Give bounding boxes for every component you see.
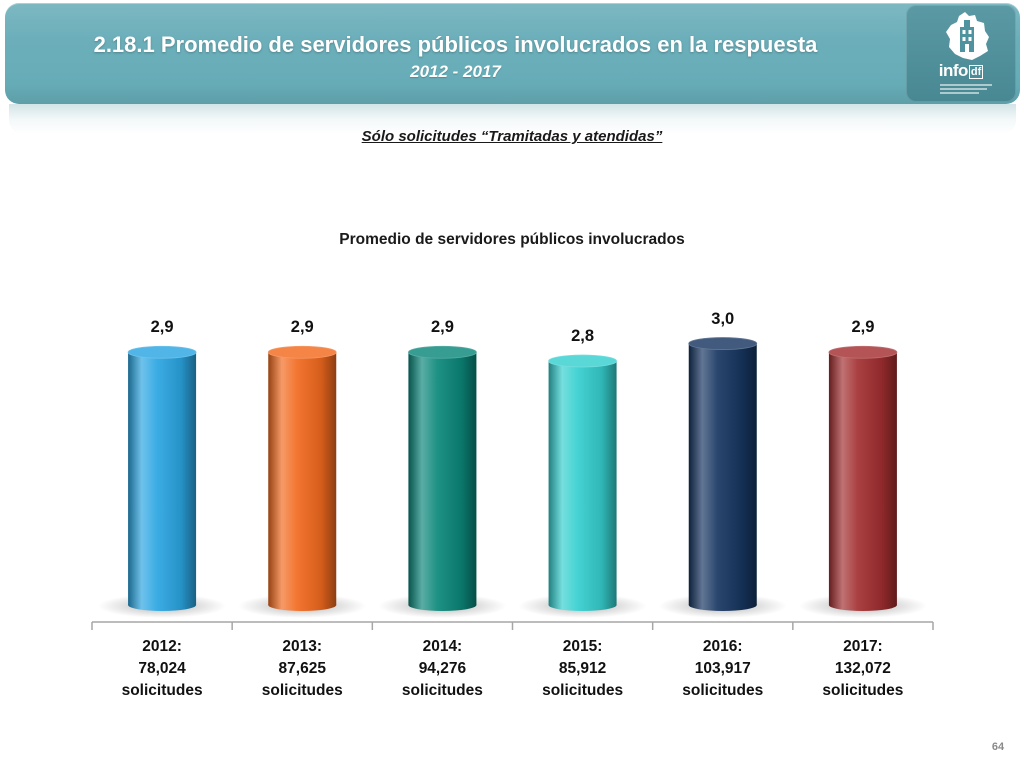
- logo-fineprint: [940, 84, 992, 96]
- data-label-2013: 2,9: [290, 318, 314, 337]
- bar-2016: [688, 337, 758, 611]
- header-banner: 2.18.1 Promedio de servidores públicos i…: [5, 3, 1020, 104]
- logo-fineprint-line: [940, 88, 987, 90]
- bar-2015: [548, 354, 617, 611]
- chart-title: Promedio de servidores públicos involucr…: [339, 231, 685, 248]
- logo-fineprint-line: [940, 84, 992, 86]
- bar-2012: [127, 345, 197, 611]
- bar-2013: [267, 345, 337, 611]
- data-label-2017: 2,9: [851, 318, 875, 337]
- bars: [127, 337, 898, 611]
- data-label-2014: 2,9: [430, 318, 454, 337]
- x-tick-label-2013: 2013: 87,625 solicitudes: [261, 638, 343, 699]
- bar-2014: [408, 345, 477, 611]
- bar-top-cap: [688, 337, 758, 350]
- logo: info df: [906, 5, 1016, 102]
- logo-wordmark-main: info: [938, 61, 969, 80]
- bar-body: [128, 352, 197, 605]
- bar-top-cap: [127, 345, 197, 359]
- bar-2017: [828, 345, 898, 611]
- logo-fineprint-line: [940, 92, 979, 94]
- x-tick-label-2012: 2012: 78,024 solicitudes: [121, 638, 203, 699]
- slide-title: 2.18.1 Promedio de servidores públicos i…: [93, 32, 818, 57]
- bar-top-cap: [828, 345, 898, 359]
- slide-period: 2012 - 2017: [410, 62, 501, 81]
- x-axis-ticks: [91, 622, 934, 630]
- bar-top-cap: [408, 345, 477, 359]
- bar-top-cap: [267, 345, 337, 359]
- data-label-2015: 2,8: [571, 327, 595, 345]
- bar-body: [408, 352, 477, 605]
- bar-body: [828, 352, 897, 605]
- x-tick-label-2015: 2015: 85,912 solicitudes: [542, 638, 624, 699]
- data-label-2012: 2,9: [150, 318, 174, 337]
- page-number: 64: [991, 741, 1005, 753]
- header-reflection: [9, 104, 1016, 134]
- bar-body: [548, 361, 617, 605]
- filter-note: Sólo solicitudes “Tramitadas y atendidas…: [361, 128, 663, 145]
- logo-wordmark-suffix: df: [968, 65, 984, 79]
- x-tick-label-2017: 2017: 132,072 solicitudes: [822, 638, 904, 699]
- bar-top-cap: [548, 354, 617, 368]
- x-tick-label-2014: 2014: 94,276 solicitudes: [401, 638, 483, 699]
- building-emblem-icon: [946, 12, 989, 60]
- bar-body: [268, 352, 337, 605]
- logo-wordmark: info df: [906, 61, 1016, 81]
- x-tick-label-2016: 2016: 103,917 solicitudes: [682, 638, 764, 699]
- data-label-2016: 3,0: [711, 309, 735, 328]
- bar-body: [688, 343, 757, 605]
